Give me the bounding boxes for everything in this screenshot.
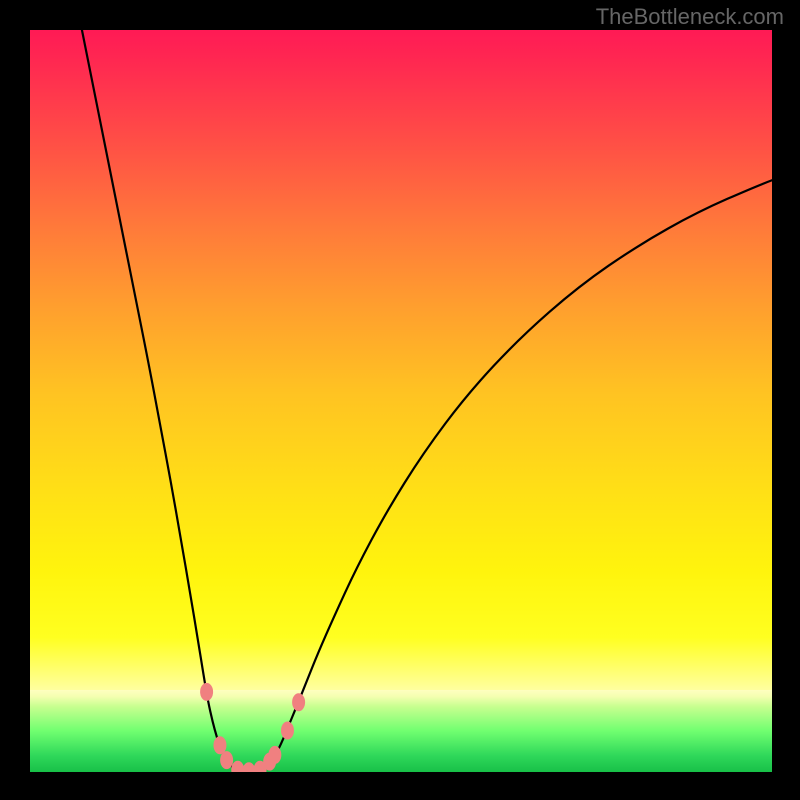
green-band xyxy=(30,690,772,772)
chart-container: TheBottleneck.com xyxy=(0,0,800,800)
heat-gradient xyxy=(30,30,772,690)
watermark-text: TheBottleneck.com xyxy=(596,4,784,30)
plot-area xyxy=(30,30,772,772)
